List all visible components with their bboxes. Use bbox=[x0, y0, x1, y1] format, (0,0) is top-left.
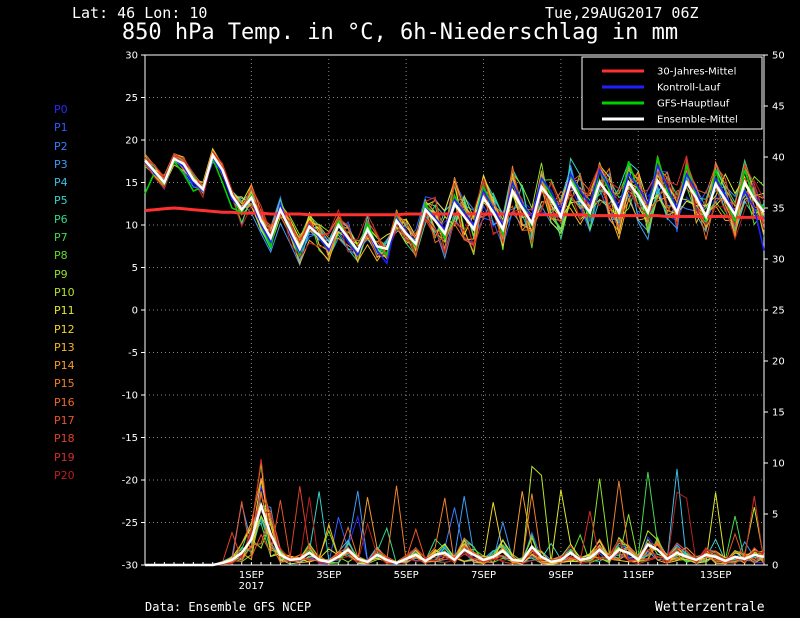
member-label-p12: P12 bbox=[54, 322, 75, 336]
member-temp-line-p14 bbox=[144, 154, 765, 259]
y-tick-label-right: 25 bbox=[772, 306, 785, 317]
y-tick-label-right: 0 bbox=[772, 561, 778, 572]
legend-box bbox=[581, 56, 763, 130]
climate-mean-line bbox=[144, 206, 765, 220]
member-label-p13: P13 bbox=[54, 340, 75, 354]
y-tick-label-left: -25 bbox=[122, 518, 138, 529]
y-tick-label-left: -20 bbox=[122, 476, 138, 487]
x-tick-label: 13SEP bbox=[700, 570, 731, 581]
member-temp-line-p2 bbox=[144, 161, 765, 258]
member-label-p14: P14 bbox=[54, 359, 75, 373]
y-tick-label-left: -10 bbox=[122, 391, 138, 402]
y-tick-label-right: 40 bbox=[772, 153, 785, 164]
member-label-p8: P8 bbox=[54, 249, 68, 263]
chart-title: 850 hPa Temp. in °C, 6h-Niederschlag in … bbox=[121, 20, 679, 45]
y-tick-label-right: 15 bbox=[772, 408, 785, 419]
member-label-p10: P10 bbox=[54, 285, 75, 299]
y-tick-label-left: 20 bbox=[125, 136, 138, 147]
member-temp-line-p13 bbox=[144, 154, 765, 266]
y-tick-label-left: -15 bbox=[122, 433, 138, 444]
member-label-p19: P19 bbox=[54, 450, 75, 464]
x-tick-label: 5SEP bbox=[394, 570, 419, 581]
y-tick-label-right: 10 bbox=[772, 459, 785, 470]
y-tick-label-left: 15 bbox=[125, 178, 138, 189]
y-tick-label-left: -5 bbox=[128, 348, 138, 359]
y-tick-label-right: 30 bbox=[772, 255, 785, 266]
member-label-p7: P7 bbox=[54, 231, 68, 245]
y-tick-label-right: 50 bbox=[772, 51, 785, 62]
member-label-p5: P5 bbox=[54, 194, 68, 208]
legend-label-3: Ensemble-Mittel bbox=[657, 115, 738, 126]
y-tick-label-right: 35 bbox=[772, 204, 785, 215]
y-tick-label-left: 30 bbox=[125, 51, 138, 62]
member-label-p15: P15 bbox=[54, 377, 75, 391]
member-label-p1: P1 bbox=[54, 121, 68, 135]
y-tick-label-right: 20 bbox=[772, 357, 785, 368]
member-label-p18: P18 bbox=[54, 432, 75, 446]
member-label-p9: P9 bbox=[54, 267, 68, 281]
x-tick-sublabel: 2017 bbox=[239, 581, 264, 592]
brand-label: Wetterzentrale bbox=[655, 600, 765, 615]
member-label-p11: P11 bbox=[54, 304, 75, 318]
legend-label-1: Kontroll-Lauf bbox=[657, 83, 721, 94]
legend-label-0: 30-Jahres-Mittel bbox=[657, 67, 736, 78]
member-label-p20: P20 bbox=[54, 468, 75, 482]
y-tick-label-right: 45 bbox=[772, 102, 785, 113]
member-label-p0: P0 bbox=[54, 103, 68, 116]
member-label-p17: P17 bbox=[54, 414, 75, 428]
ensemble-mean-precip-line bbox=[145, 501, 765, 567]
y-tick-label-right: 5 bbox=[772, 510, 778, 521]
member-label-p2: P2 bbox=[54, 139, 68, 153]
y-tick-label-left: 0 bbox=[132, 306, 138, 317]
data-source-label: Data: Ensemble GFS NCEP bbox=[145, 600, 312, 614]
ensemble-member-list: P0 P1 P2 P3 P4 P5 P6 P7 P8 P9 P10 P11 P12 P13 P14 P15 P1… bbox=[54, 101, 94, 485]
x-tick-label: 9SEP bbox=[548, 570, 573, 581]
x-tick-label: 1SEP bbox=[239, 570, 264, 581]
legend-label-2: GFS-Hauptlauf bbox=[657, 99, 730, 110]
y-tick-label-left: -30 bbox=[122, 561, 138, 572]
member-label-p16: P16 bbox=[54, 395, 75, 409]
x-tick-label: 7SEP bbox=[471, 570, 496, 581]
member-label-p6: P6 bbox=[54, 212, 68, 226]
run-date-label: Tue,29AUG2017 06Z bbox=[545, 4, 699, 22]
ensemble-mean-temp-line bbox=[144, 152, 765, 253]
member-precip-line-p15 bbox=[145, 480, 765, 566]
location-label: Lat: 46 Lon: 10 bbox=[72, 4, 208, 22]
member-label-p3: P3 bbox=[54, 157, 68, 171]
member-label-p4: P4 bbox=[54, 176, 68, 190]
y-tick-label-left: 25 bbox=[125, 93, 138, 104]
x-tick-label: 3SEP bbox=[316, 570, 341, 581]
x-tick-label: 11SEP bbox=[623, 570, 654, 581]
y-tick-label-left: 5 bbox=[132, 263, 138, 274]
y-tick-label-left: 10 bbox=[125, 221, 138, 232]
